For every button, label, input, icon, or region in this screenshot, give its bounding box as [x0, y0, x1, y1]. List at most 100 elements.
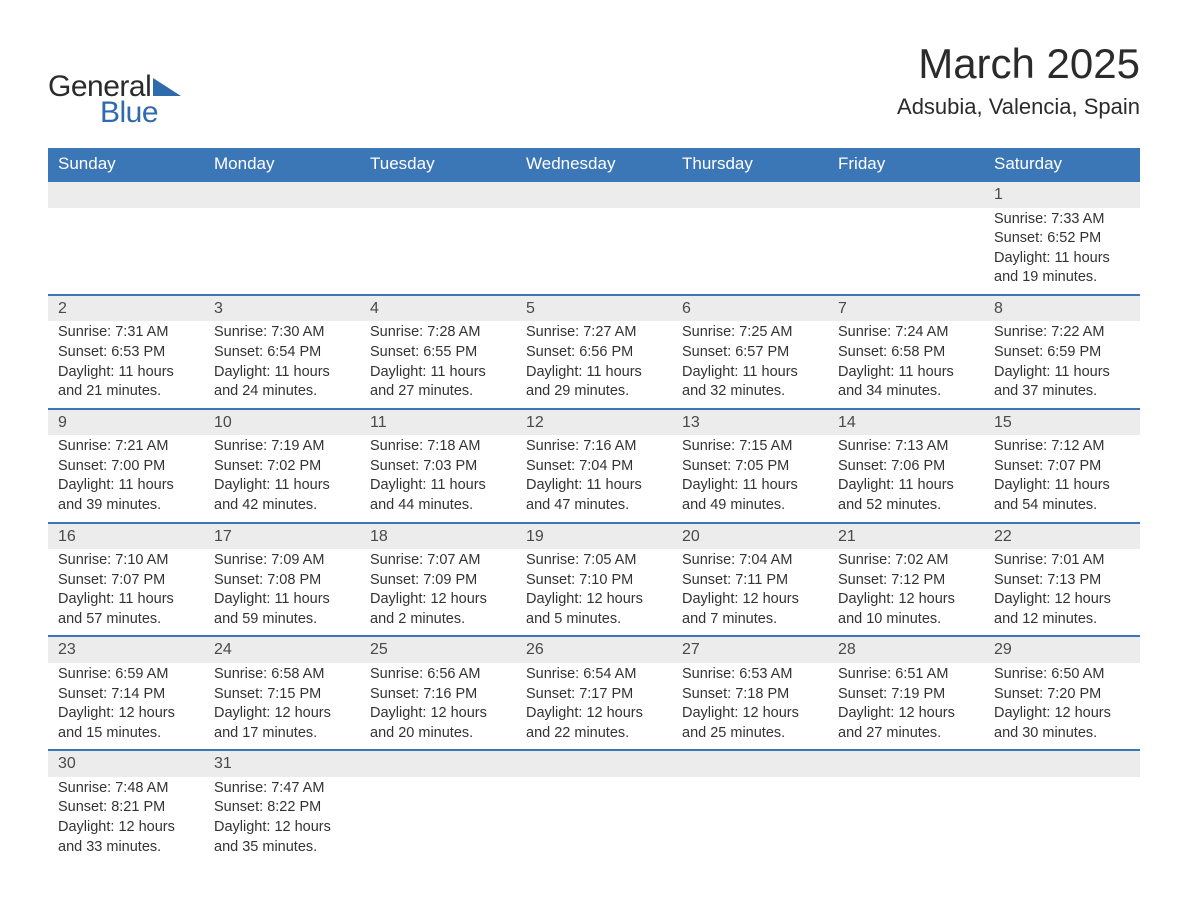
daylight-text: and 5 minutes.: [526, 610, 662, 630]
sunset-text: Sunset: 7:08 PM: [214, 571, 350, 591]
day-number: 14: [828, 410, 984, 436]
daynum-cell: 9: [48, 409, 204, 436]
sunset-text: Sunset: 7:06 PM: [838, 457, 974, 477]
detail-cell: Sunrise: 7:33 AMSunset: 6:52 PMDaylight:…: [984, 208, 1140, 295]
sunrise-text: Sunrise: 6:50 AM: [994, 665, 1130, 685]
daylight-text: Daylight: 12 hours: [838, 704, 974, 724]
sunset-text: Sunset: 7:02 PM: [214, 457, 350, 477]
daylight-text: and 27 minutes.: [838, 724, 974, 744]
daynum-cell: 6: [672, 295, 828, 322]
daylight-text: Daylight: 11 hours: [682, 476, 818, 496]
day-number: 11: [360, 410, 516, 436]
daylight-text: and 12 minutes.: [994, 610, 1130, 630]
daylight-text: and 39 minutes.: [58, 496, 194, 516]
daynum-cell: [672, 750, 828, 777]
detail-cell: Sunrise: 6:51 AMSunset: 7:19 PMDaylight:…: [828, 663, 984, 750]
sunset-text: Sunset: 6:57 PM: [682, 343, 818, 363]
sunrise-text: Sunrise: 7:47 AM: [214, 779, 350, 799]
sunset-text: Sunset: 7:13 PM: [994, 571, 1130, 591]
detail-cell: Sunrise: 7:10 AMSunset: 7:07 PMDaylight:…: [48, 549, 204, 636]
daynum-cell: 15: [984, 409, 1140, 436]
daynum-cell: [516, 181, 672, 208]
daynum-cell: 14: [828, 409, 984, 436]
daylight-text: Daylight: 11 hours: [526, 476, 662, 496]
sunrise-text: Sunrise: 7:48 AM: [58, 779, 194, 799]
detail-cell: Sunrise: 7:48 AMSunset: 8:21 PMDaylight:…: [48, 777, 204, 863]
daynum-cell: [828, 181, 984, 208]
daynum-cell: 7: [828, 295, 984, 322]
daylight-text: and 29 minutes.: [526, 382, 662, 402]
detail-cell: [204, 208, 360, 295]
weekday-header: Thursday: [672, 148, 828, 181]
sunset-text: Sunset: 7:16 PM: [370, 685, 506, 705]
detail-cell: Sunrise: 7:18 AMSunset: 7:03 PMDaylight:…: [360, 435, 516, 522]
day-number: 3: [204, 296, 360, 322]
detail-cell: [48, 208, 204, 295]
sunset-text: Sunset: 7:00 PM: [58, 457, 194, 477]
daynum-cell: [672, 181, 828, 208]
daylight-text: and 47 minutes.: [526, 496, 662, 516]
detail-row: Sunrise: 7:31 AMSunset: 6:53 PMDaylight:…: [48, 321, 1140, 408]
detail-cell: Sunrise: 7:47 AMSunset: 8:22 PMDaylight:…: [204, 777, 360, 863]
detail-cell: Sunrise: 7:09 AMSunset: 7:08 PMDaylight:…: [204, 549, 360, 636]
detail-cell: Sunrise: 7:19 AMSunset: 7:02 PMDaylight:…: [204, 435, 360, 522]
daylight-text: and 52 minutes.: [838, 496, 974, 516]
day-number: 2: [48, 296, 204, 322]
day-number: 19: [516, 524, 672, 550]
detail-cell: Sunrise: 7:04 AMSunset: 7:11 PMDaylight:…: [672, 549, 828, 636]
detail-cell: Sunrise: 7:12 AMSunset: 7:07 PMDaylight:…: [984, 435, 1140, 522]
daylight-text: and 37 minutes.: [994, 382, 1130, 402]
daylight-text: Daylight: 12 hours: [526, 590, 662, 610]
daylight-text: Daylight: 11 hours: [214, 363, 350, 383]
title-block: March 2025 Adsubia, Valencia, Spain: [897, 40, 1140, 120]
detail-cell: Sunrise: 7:01 AMSunset: 7:13 PMDaylight:…: [984, 549, 1140, 636]
detail-cell: Sunrise: 6:58 AMSunset: 7:15 PMDaylight:…: [204, 663, 360, 750]
sunrise-text: Sunrise: 7:01 AM: [994, 551, 1130, 571]
day-number: 6: [672, 296, 828, 322]
detail-cell: Sunrise: 7:27 AMSunset: 6:56 PMDaylight:…: [516, 321, 672, 408]
detail-cell: Sunrise: 7:30 AMSunset: 6:54 PMDaylight:…: [204, 321, 360, 408]
sunset-text: Sunset: 7:14 PM: [58, 685, 194, 705]
daynum-row: 1: [48, 181, 1140, 208]
detail-cell: [516, 777, 672, 863]
daynum-row: 16171819202122: [48, 523, 1140, 550]
sunset-text: Sunset: 6:59 PM: [994, 343, 1130, 363]
sunset-text: Sunset: 7:18 PM: [682, 685, 818, 705]
daylight-text: and 57 minutes.: [58, 610, 194, 630]
sunset-text: Sunset: 7:04 PM: [526, 457, 662, 477]
day-number: 10: [204, 410, 360, 436]
day-number: 12: [516, 410, 672, 436]
daylight-text: and 30 minutes.: [994, 724, 1130, 744]
sunrise-text: Sunrise: 7:19 AM: [214, 437, 350, 457]
sunrise-text: Sunrise: 7:21 AM: [58, 437, 194, 457]
sunset-text: Sunset: 7:19 PM: [838, 685, 974, 705]
sunrise-text: Sunrise: 7:04 AM: [682, 551, 818, 571]
daynum-cell: 17: [204, 523, 360, 550]
sunset-text: Sunset: 6:54 PM: [214, 343, 350, 363]
detail-cell: Sunrise: 7:31 AMSunset: 6:53 PMDaylight:…: [48, 321, 204, 408]
header: General Blue March 2025 Adsubia, Valenci…: [48, 40, 1140, 130]
day-number: 5: [516, 296, 672, 322]
daylight-text: and 33 minutes.: [58, 838, 194, 858]
sunset-text: Sunset: 7:17 PM: [526, 685, 662, 705]
day-number: 18: [360, 524, 516, 550]
daynum-cell: 3: [204, 295, 360, 322]
sunrise-text: Sunrise: 7:07 AM: [370, 551, 506, 571]
weekday-header: Tuesday: [360, 148, 516, 181]
day-number: 28: [828, 637, 984, 663]
daylight-text: Daylight: 12 hours: [994, 704, 1130, 724]
daylight-text: and 44 minutes.: [370, 496, 506, 516]
daynum-cell: 19: [516, 523, 672, 550]
detail-cell: Sunrise: 6:56 AMSunset: 7:16 PMDaylight:…: [360, 663, 516, 750]
daynum-cell: [828, 750, 984, 777]
daynum-cell: 1: [984, 181, 1140, 208]
sunset-text: Sunset: 7:05 PM: [682, 457, 818, 477]
daylight-text: and 20 minutes.: [370, 724, 506, 744]
daylight-text: and 49 minutes.: [682, 496, 818, 516]
detail-cell: Sunrise: 7:28 AMSunset: 6:55 PMDaylight:…: [360, 321, 516, 408]
detail-cell: [672, 777, 828, 863]
daylight-text: Daylight: 12 hours: [526, 704, 662, 724]
daynum-row: 23242526272829: [48, 636, 1140, 663]
sunrise-text: Sunrise: 7:05 AM: [526, 551, 662, 571]
detail-row: Sunrise: 7:21 AMSunset: 7:00 PM Daylight:…: [48, 435, 1140, 522]
